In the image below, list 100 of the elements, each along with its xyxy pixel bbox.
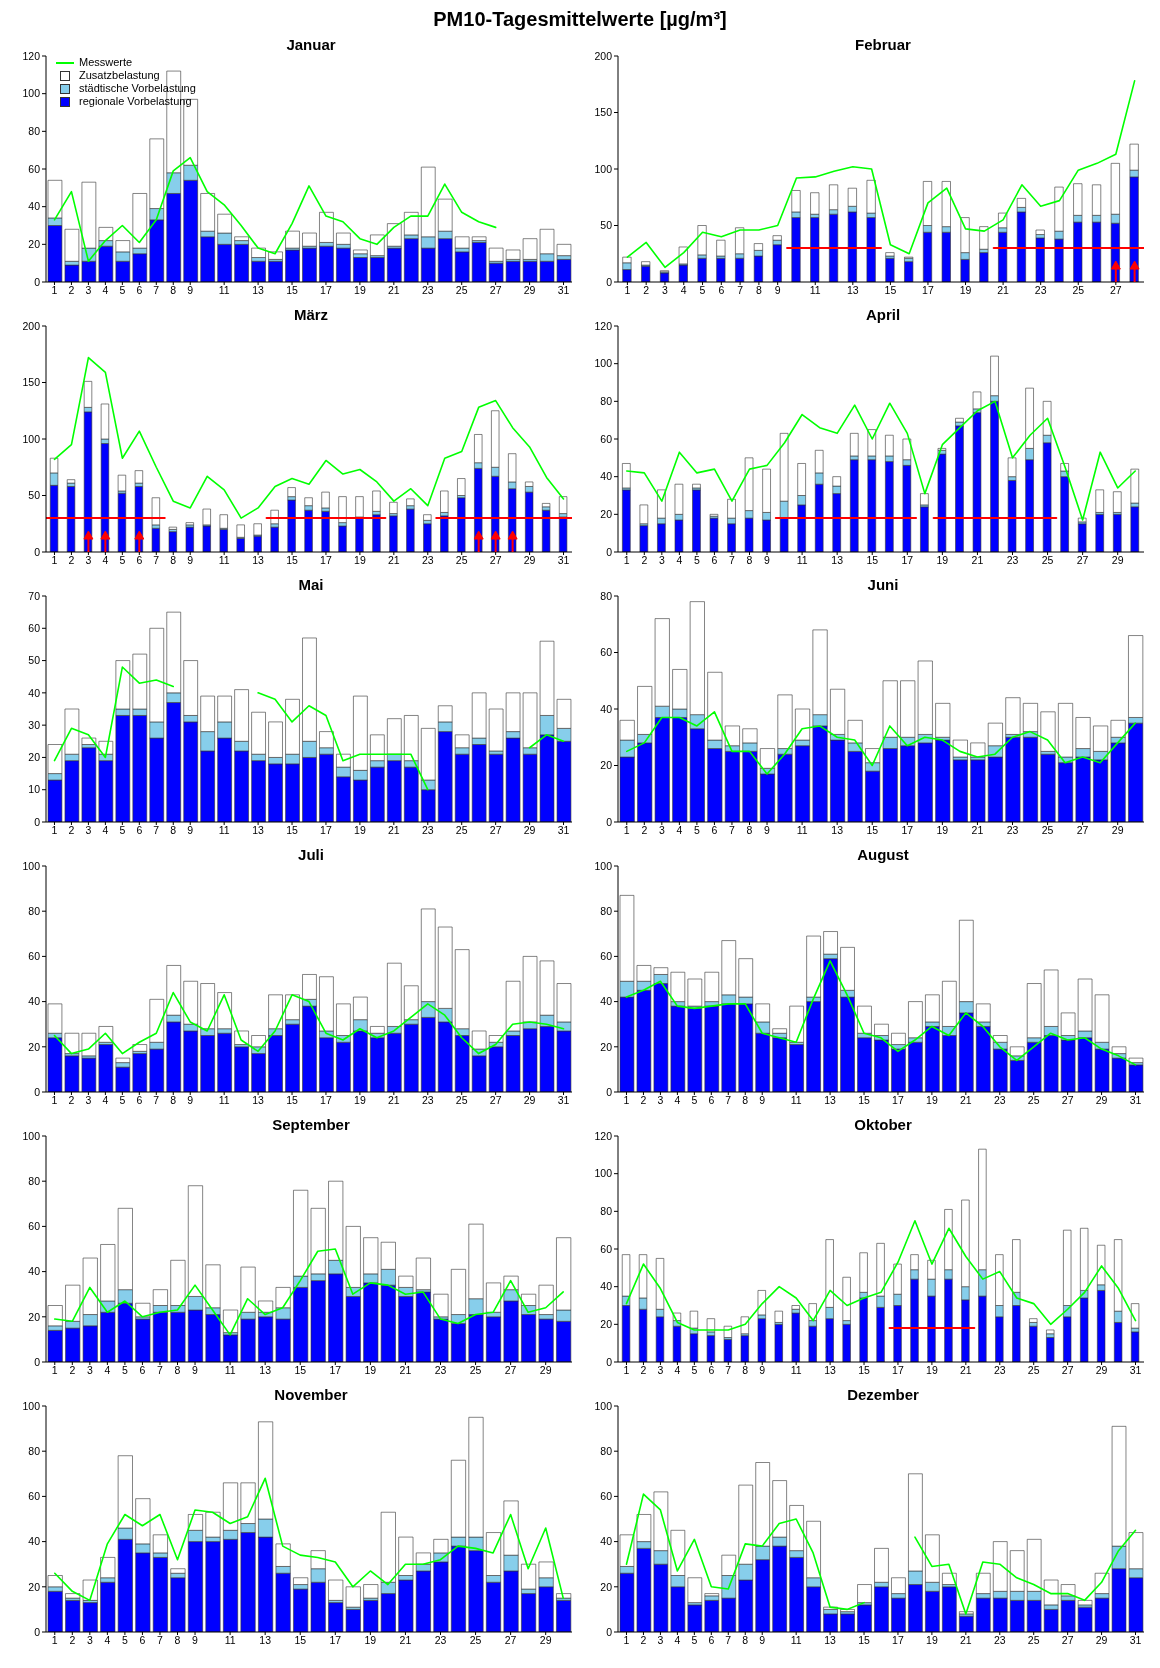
- y-tick-label: 30: [28, 718, 41, 731]
- x-tick-label: 27: [1076, 824, 1089, 837]
- y-tick-label: 0: [34, 275, 41, 288]
- x-tick-label: 4: [102, 554, 109, 567]
- x-tick-label: 19: [354, 824, 366, 837]
- x-tick-label: 13: [252, 824, 265, 837]
- y-tick-label: 60: [28, 950, 41, 963]
- x-tick-label: 9: [187, 1094, 194, 1107]
- chart-title: August: [856, 846, 910, 863]
- y-tick-label: 60: [28, 1220, 41, 1233]
- x-tick-label: 19: [364, 1364, 377, 1377]
- x-tick-label: 8: [746, 824, 753, 837]
- x-tick-label: 13: [831, 554, 844, 567]
- x-tick-label: 23: [1006, 554, 1019, 567]
- x-tick-label: 3: [658, 824, 665, 837]
- y-tick-label: 200: [22, 319, 41, 332]
- x-tick-label: 9: [759, 1094, 766, 1107]
- y-tick-label: 60: [28, 162, 41, 175]
- x-tick-label: 9: [759, 1634, 766, 1647]
- x-tick-label: 15: [286, 1094, 299, 1107]
- y-tick-label: 50: [28, 654, 41, 667]
- x-tick-label: 1: [623, 1364, 630, 1377]
- y-tick-label: 80: [600, 1444, 613, 1457]
- x-tick-label: 17: [320, 554, 332, 567]
- y-tick-label: 80: [28, 125, 41, 138]
- x-tick-label: 5: [693, 554, 700, 567]
- x-tick-label: 15: [866, 554, 879, 567]
- x-tick-label: 1: [623, 1634, 630, 1647]
- x-tick-label: 13: [252, 284, 265, 297]
- x-tick-label: 17: [320, 824, 332, 837]
- x-tick-label: 29: [523, 1094, 536, 1107]
- x-tick-label: 29: [523, 824, 536, 837]
- y-tick-label: 100: [22, 1129, 41, 1142]
- x-tick-label: 9: [192, 1634, 199, 1647]
- x-tick-label: 23: [1034, 284, 1047, 297]
- x-tick-label: 2: [68, 554, 75, 567]
- y-tick-label: 40: [28, 686, 41, 699]
- x-tick-label: 6: [136, 284, 143, 297]
- x-tick-label: 19: [364, 1634, 377, 1647]
- x-tick-label: 7: [725, 1634, 732, 1647]
- y-tick-label: 80: [600, 395, 613, 408]
- x-tick-label: 7: [737, 284, 744, 297]
- x-tick-label: 3: [86, 1364, 93, 1377]
- y-tick-label: 40: [600, 1280, 613, 1293]
- y-tick-label: 100: [594, 162, 613, 175]
- x-tick-label: 9: [192, 1364, 199, 1377]
- x-tick-label: 8: [174, 1634, 181, 1647]
- x-tick-label: 8: [170, 824, 177, 837]
- x-tick-label: 6: [136, 554, 143, 567]
- y-tick-label: 100: [594, 1399, 613, 1412]
- x-tick-label: 8: [742, 1364, 749, 1377]
- y-tick-label: 60: [600, 950, 613, 963]
- y-tick-label: 60: [600, 1242, 613, 1255]
- y-tick-label: 100: [594, 357, 613, 370]
- y-tick-label: 150: [594, 106, 613, 119]
- x-tick-label: 21: [959, 1634, 972, 1647]
- x-tick-label: 5: [699, 284, 706, 297]
- x-tick-label: 23: [434, 1364, 447, 1377]
- y-tick-label: 0: [606, 545, 613, 558]
- x-tick-label: 5: [693, 824, 700, 837]
- y-tick-label: 20: [600, 759, 613, 772]
- y-tick-label: 80: [600, 904, 613, 917]
- x-tick-label: 11: [218, 554, 230, 567]
- x-tick-label: 1: [51, 554, 58, 567]
- x-tick-label: 1: [623, 824, 630, 837]
- x-tick-label: 2: [640, 1634, 647, 1647]
- x-tick-label: 23: [1006, 824, 1019, 837]
- x-tick-label: 4: [102, 284, 109, 297]
- x-tick-label: 7: [157, 1634, 164, 1647]
- x-tick-label: 11: [218, 824, 230, 837]
- x-tick-label: 9: [774, 284, 781, 297]
- x-tick-label: 27: [489, 284, 502, 297]
- x-tick-label: 5: [119, 824, 126, 837]
- x-tick-label: 17: [892, 1094, 904, 1107]
- x-tick-label: 1: [51, 824, 58, 837]
- y-tick-label: 20: [28, 1580, 41, 1593]
- y-tick-label: 80: [28, 904, 41, 917]
- x-tick-label: 27: [489, 824, 502, 837]
- y-tick-label: 60: [28, 1490, 41, 1503]
- x-tick-label: 11: [218, 284, 230, 297]
- y-tick-label: 0: [34, 1625, 41, 1638]
- x-tick-label: 17: [901, 824, 914, 837]
- y-tick-label: 100: [22, 87, 41, 100]
- y-tick-label: 100: [22, 1399, 41, 1412]
- y-tick-label: 100: [22, 859, 41, 872]
- x-tick-label: 23: [421, 824, 434, 837]
- x-tick-label: 31: [557, 284, 570, 297]
- x-tick-label: 5: [121, 1364, 128, 1377]
- x-tick-label: 27: [1109, 284, 1122, 297]
- x-tick-label: 29: [539, 1634, 552, 1647]
- x-tick-label: 11: [224, 1364, 236, 1377]
- x-tick-label: 15: [858, 1364, 871, 1377]
- y-tick-label: 100: [22, 432, 41, 445]
- x-tick-label: 23: [421, 1094, 434, 1107]
- y-tick-label: 60: [600, 1490, 613, 1503]
- x-tick-label: 31: [557, 1094, 570, 1107]
- y-tick-label: 80: [28, 1444, 41, 1457]
- x-tick-label: 7: [729, 554, 736, 567]
- x-tick-label: 4: [680, 284, 687, 297]
- y-tick-label: 20: [28, 238, 41, 251]
